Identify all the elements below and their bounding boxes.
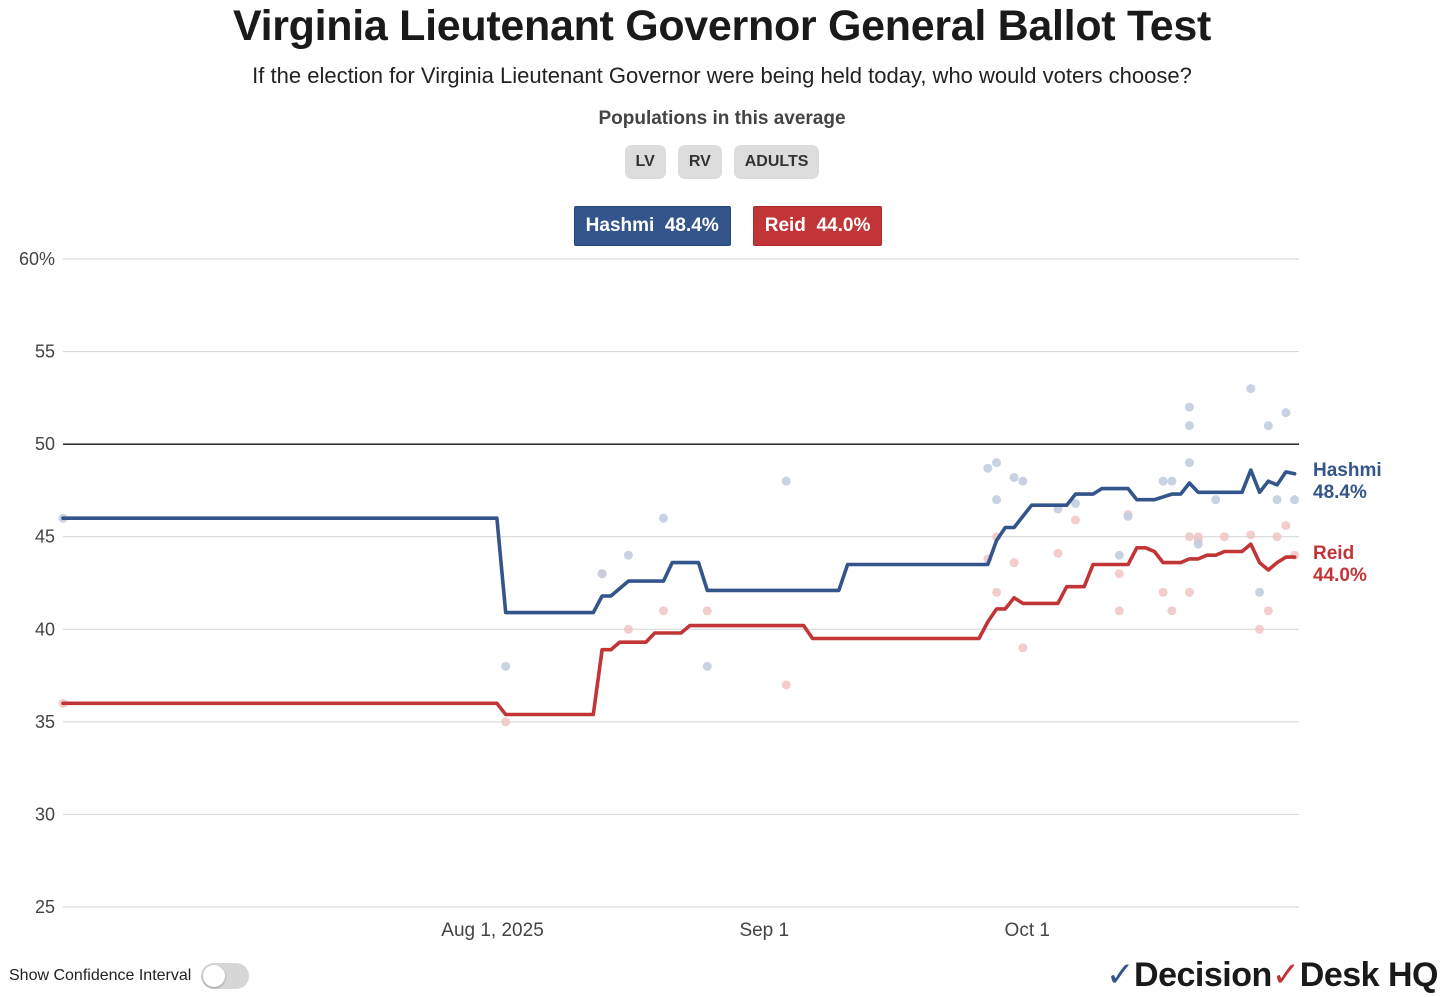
reid-poll-dot [1193, 532, 1203, 542]
hashmi-poll-dot [1070, 498, 1080, 508]
reid-poll-dot [1167, 606, 1177, 616]
hashmi-poll-dot [1009, 472, 1019, 482]
y-tick-label: 35 [35, 712, 55, 732]
confidence-interval-toggle[interactable] [201, 963, 250, 989]
y-tick-label: 50 [35, 434, 55, 454]
x-tick-label: Oct 1 [1005, 920, 1050, 941]
reid-poll-dot [992, 587, 1002, 597]
y-tick-label: 25 [35, 897, 55, 917]
reid-poll-dot [1114, 569, 1124, 579]
reid-poll-dot [658, 606, 668, 616]
reid-poll-dot [781, 680, 791, 690]
reid-poll-dot [1184, 587, 1194, 597]
reid-poll-dot [1255, 624, 1265, 634]
populations-label: Populations in this average [598, 108, 846, 129]
reid-poll-dot [1053, 548, 1063, 558]
population-filters: LV RV ADULTS [0, 145, 1444, 179]
reid-poll-dot [1281, 521, 1291, 531]
legend-hashmi[interactable]: Hashmi 48.4% [573, 206, 731, 246]
hashmi-end-label: Hashmi [1313, 460, 1382, 481]
reid-poll-dot [1070, 515, 1080, 525]
hashmi-poll-dot [1167, 476, 1177, 486]
hashmi-poll-dot [1184, 458, 1194, 468]
hashmi-poll-dot [1114, 550, 1124, 560]
reid-poll-dot [1018, 643, 1028, 653]
legend-reid[interactable]: Reid 44.0% [752, 206, 883, 246]
y-tick-label: 45 [35, 527, 55, 547]
hashmi-poll-dot [992, 458, 1002, 468]
population-rv-button[interactable]: RV [677, 145, 722, 179]
brand-logo: ✓Decision✓Desk HQ [1106, 955, 1438, 995]
reid-end-label: Reid [1313, 543, 1354, 564]
brand-text-left: Decision [1134, 956, 1272, 994]
y-tick-label: 30 [35, 804, 55, 824]
y-tick-label: 40 [35, 619, 55, 639]
hashmi-poll-dot [983, 463, 993, 473]
reid-poll-dot [501, 717, 511, 727]
hashmi-end-value: 48.4% [1313, 482, 1367, 503]
x-tick-label: Aug 1, 2025 [441, 920, 543, 941]
hashmi-poll-dot [1184, 421, 1194, 431]
hashmi-poll-dot [1211, 495, 1221, 505]
hashmi-poll-dot [658, 513, 668, 523]
toggle-knob [203, 965, 226, 987]
hashmi-poll-dot [597, 569, 607, 579]
reid-end-value: 44.0% [1313, 565, 1367, 586]
reid-poll-dot [1246, 530, 1256, 540]
reid-poll-dot [1009, 558, 1019, 568]
reid-poll-dot [623, 624, 633, 634]
hashmi-poll-dot [1281, 408, 1291, 418]
hashmi-poll-dot [501, 661, 511, 671]
hashmi-poll-dot [1158, 476, 1168, 486]
confidence-interval-control: Show Confidence Interval [9, 963, 250, 989]
confidence-interval-label: Show Confidence Interval [9, 967, 192, 984]
hashmi-poll-dot [1255, 587, 1265, 597]
reid-poll-dot [702, 606, 712, 616]
population-adults-button[interactable]: ADULTS [733, 145, 820, 179]
reid-poll-dot [1158, 587, 1168, 597]
hashmi-poll-dot [992, 495, 1002, 505]
legend: Hashmi 48.4% Reid 44.0% [0, 206, 1456, 246]
brand-check-icon-red: ✓ [1271, 956, 1301, 994]
hashmi-line [61, 468, 1297, 615]
reid-poll-dot [1272, 532, 1282, 542]
hashmi-poll-dot [1123, 511, 1133, 521]
reid-poll-dot [1219, 532, 1229, 542]
population-lv-button[interactable]: LV [624, 145, 666, 179]
hashmi-poll-dot [1184, 402, 1194, 412]
hashmi-poll-dot [1018, 476, 1028, 486]
hashmi-poll-dot [1246, 384, 1256, 394]
hashmi-poll-dot [623, 550, 633, 560]
brand-check-icon: ✓ [1106, 956, 1135, 994]
chart-title: Virginia Lieutenant Governor General Bal… [232, 2, 1211, 50]
hashmi-poll-dot [702, 661, 712, 671]
x-tick-label: Sep 1 [739, 920, 789, 941]
reid-poll-dot [1263, 606, 1273, 616]
hashmi-poll-dot [781, 476, 791, 486]
y-tick-label: 55 [35, 342, 55, 362]
y-tick-label: 60% [19, 249, 55, 269]
hashmi-poll-dot [1263, 421, 1273, 431]
brand-text-right: Desk HQ [1299, 956, 1439, 994]
reid-poll-dot [1114, 606, 1124, 616]
reid-line [61, 542, 1297, 717]
hashmi-poll-dot [1290, 495, 1300, 505]
chart-subtitle: If the election for Virginia Lieutenant … [252, 63, 1192, 88]
reid-poll-dot [1184, 532, 1194, 542]
hashmi-poll-dot [1193, 539, 1203, 549]
hashmi-poll-dot [1272, 495, 1282, 505]
